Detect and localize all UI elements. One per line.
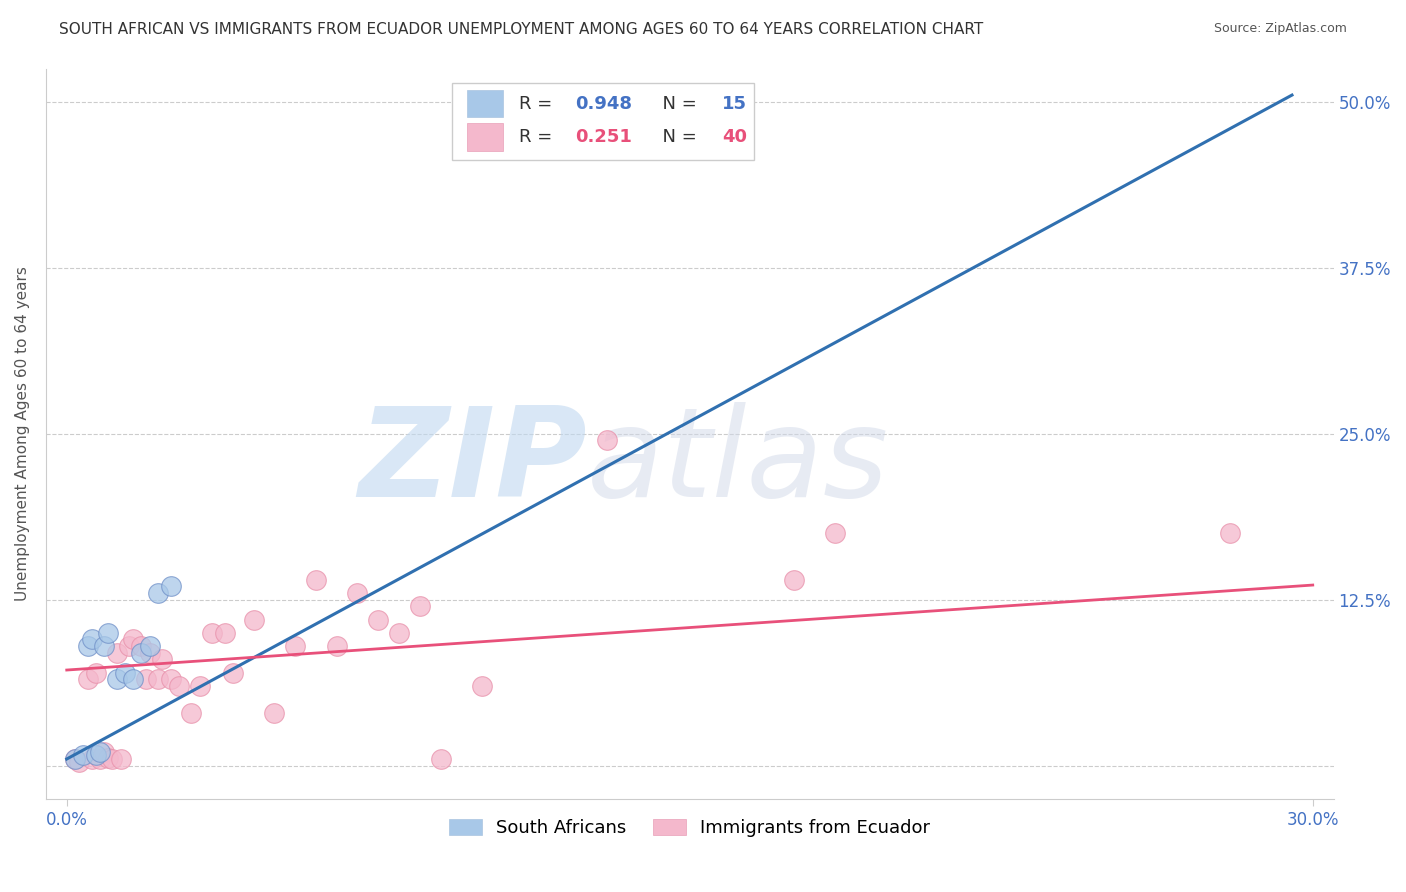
FancyBboxPatch shape xyxy=(467,90,503,118)
Point xyxy=(263,706,285,720)
Text: 0.948: 0.948 xyxy=(575,95,633,112)
Point xyxy=(105,673,128,687)
Point xyxy=(131,639,153,653)
Point xyxy=(122,673,145,687)
Point xyxy=(471,679,494,693)
Point xyxy=(67,755,90,769)
Text: N =: N = xyxy=(651,95,703,112)
Point xyxy=(159,579,181,593)
Point xyxy=(346,586,368,600)
Point xyxy=(93,745,115,759)
Point xyxy=(284,639,307,653)
Legend: South Africans, Immigrants from Ecuador: South Africans, Immigrants from Ecuador xyxy=(441,812,938,845)
Point xyxy=(595,434,617,448)
Text: Source: ZipAtlas.com: Source: ZipAtlas.com xyxy=(1213,22,1347,36)
Text: R =: R = xyxy=(519,128,558,146)
Text: 15: 15 xyxy=(721,95,747,112)
Point xyxy=(135,673,157,687)
Y-axis label: Unemployment Among Ages 60 to 64 years: Unemployment Among Ages 60 to 64 years xyxy=(15,266,30,601)
Point xyxy=(101,752,124,766)
Point xyxy=(139,646,162,660)
Point xyxy=(305,573,328,587)
Point xyxy=(242,613,264,627)
Point xyxy=(222,665,245,680)
Point xyxy=(97,625,120,640)
Point xyxy=(1219,526,1241,541)
Point xyxy=(110,752,132,766)
Point xyxy=(84,665,107,680)
Point xyxy=(114,665,136,680)
FancyBboxPatch shape xyxy=(451,83,754,160)
Point xyxy=(89,745,111,759)
Point xyxy=(167,679,190,693)
Text: R =: R = xyxy=(519,95,558,112)
Point xyxy=(122,632,145,647)
Point xyxy=(782,573,804,587)
Point xyxy=(76,673,98,687)
Point xyxy=(388,625,411,640)
Point xyxy=(76,639,98,653)
Point xyxy=(89,752,111,766)
Text: SOUTH AFRICAN VS IMMIGRANTS FROM ECUADOR UNEMPLOYMENT AMONG AGES 60 TO 64 YEARS : SOUTH AFRICAN VS IMMIGRANTS FROM ECUADOR… xyxy=(59,22,983,37)
Point xyxy=(824,526,846,541)
Point xyxy=(201,625,224,640)
Point xyxy=(429,752,451,766)
Point xyxy=(159,673,181,687)
Point xyxy=(180,706,202,720)
Text: 0.251: 0.251 xyxy=(575,128,633,146)
Point xyxy=(131,646,153,660)
Point xyxy=(93,639,115,653)
Text: N =: N = xyxy=(651,128,703,146)
Point xyxy=(105,646,128,660)
Point xyxy=(80,752,103,766)
Point xyxy=(214,625,236,640)
Text: ZIP: ZIP xyxy=(359,402,586,524)
Point xyxy=(150,652,173,666)
Point xyxy=(72,747,94,762)
Text: 40: 40 xyxy=(721,128,747,146)
FancyBboxPatch shape xyxy=(467,123,503,151)
Point xyxy=(188,679,211,693)
Point xyxy=(97,750,120,764)
Point xyxy=(139,639,162,653)
Point xyxy=(118,639,141,653)
Point xyxy=(63,752,86,766)
Point xyxy=(146,586,169,600)
Point xyxy=(84,747,107,762)
Point xyxy=(325,639,347,653)
Point xyxy=(80,632,103,647)
Text: atlas: atlas xyxy=(586,402,889,524)
Point xyxy=(146,673,169,687)
Point xyxy=(63,752,86,766)
Point xyxy=(367,613,389,627)
Point xyxy=(409,599,432,614)
